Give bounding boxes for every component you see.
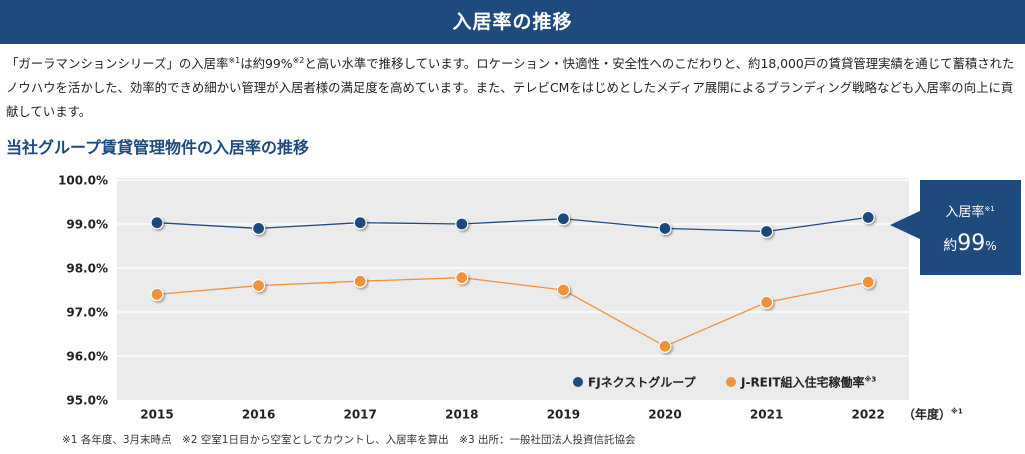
y-tick-label: 99.0% <box>66 218 108 232</box>
x-axis-ticks: 2015 2016 2017 2018 2019 2020 2021 2022 <box>140 408 885 422</box>
plot-area <box>117 178 909 400</box>
y-tick-label: 95.0% <box>66 394 108 408</box>
page-banner: 入居率の推移 <box>0 0 1025 44</box>
data-point <box>861 275 875 289</box>
intro-note-1: ※1 <box>228 55 241 65</box>
x-axis-label-note: ※1 <box>951 407 963 416</box>
chart-legend: FJネクストグループ J-REIT組入住宅稼働率※3 <box>573 375 876 390</box>
gridlines <box>117 179 909 357</box>
data-point <box>455 217 469 231</box>
intro-note-2: ※2 <box>292 55 305 65</box>
x-tick-label: 2016 <box>242 408 275 422</box>
data-point <box>658 221 672 236</box>
x-tick-label: 2022 <box>851 408 884 422</box>
series-lines <box>156 216 869 348</box>
x-tick-label: 2015 <box>140 408 173 422</box>
series-points <box>150 210 875 353</box>
callout-pointer <box>890 210 922 240</box>
callout-title-note: ※1 <box>984 205 994 213</box>
intro-text-2: は約99% <box>240 56 293 71</box>
x-axis-label: （年度）※1 <box>903 407 963 422</box>
x-tick-label: 2020 <box>648 408 681 422</box>
data-point <box>150 287 164 301</box>
x-tick-label: 2021 <box>750 408 783 422</box>
data-point <box>150 216 164 230</box>
data-point <box>556 283 571 297</box>
data-point <box>759 224 774 239</box>
y-axis-ticks: 95.0% 96.0% 97.0% 98.0% 99.0% 100.0% <box>58 174 108 408</box>
intro-paragraph: 「ガーラマンションシリーズ」の入居率※1は約99%※2と高い水準で推移しています… <box>6 52 1020 124</box>
x-tick-label: 2017 <box>343 408 376 422</box>
data-point <box>556 212 571 226</box>
data-point <box>252 221 266 236</box>
legend-marker-fj <box>573 377 583 387</box>
data-point <box>759 295 774 309</box>
data-point <box>353 216 367 230</box>
y-tick-label: 96.0% <box>66 350 108 364</box>
callout-rect <box>920 180 1021 275</box>
data-point <box>455 271 469 285</box>
intro-text-1: 「ガーラマンションシリーズ」の入居率 <box>6 56 229 71</box>
section-subtitle: 当社グループ賃貸管理物件の入居率の推移 <box>6 138 310 157</box>
occupancy-line-chart: 95.0% 96.0% 97.0% 98.0% 99.0% 100.0% 2015 2016… <box>58 174 1021 422</box>
callout-value: 約99% <box>943 231 996 256</box>
data-point <box>252 278 266 293</box>
y-tick-label: 98.0% <box>66 262 108 276</box>
data-point <box>658 339 672 353</box>
y-tick-label: 100.0% <box>58 174 108 188</box>
legend-marker-jreit <box>726 377 736 387</box>
page-title: 入居率の推移 <box>452 11 573 33</box>
data-point <box>861 210 875 225</box>
legend-label-jreit: J-REIT組入住宅稼働率※3 <box>740 375 876 390</box>
intro-text-3: と高い水準で推移しています。ロケーション・快適性・安全性へのこだわりと、約18,… <box>6 56 1015 119</box>
legend-label-jreit-note: ※3 <box>865 375 877 384</box>
data-point <box>353 274 367 288</box>
series-line-1 <box>156 277 869 348</box>
footnote: ※1 各年度、3月末時点 ※2 空室1日目から空室としてカウントし、入居率を算出… <box>62 434 636 446</box>
legend-label-jreit-text: J-REIT組入住宅稼働率 <box>740 375 865 390</box>
callout-title: 入居率※1 <box>945 204 994 220</box>
series-line-0 <box>156 216 869 233</box>
legend-label-fj: FJネクストグループ <box>588 375 697 390</box>
callout-box: 入居率※1 約99% <box>890 180 1021 275</box>
y-tick-label: 97.0% <box>66 306 108 320</box>
x-tick-label: 2019 <box>547 408 580 422</box>
x-tick-label: 2018 <box>445 408 478 422</box>
